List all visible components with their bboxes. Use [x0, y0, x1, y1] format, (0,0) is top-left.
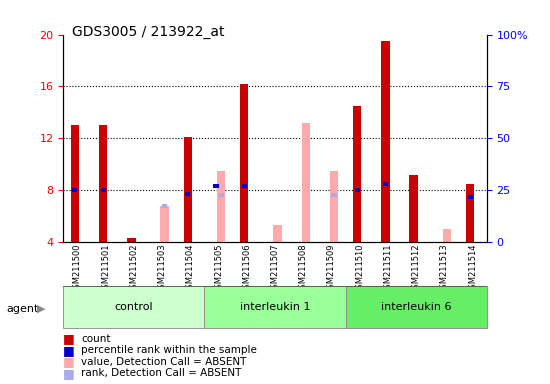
- Bar: [70, 125, 79, 242]
- Text: ■: ■: [63, 355, 75, 368]
- Text: rank, Detection Call = ABSENT: rank, Detection Call = ABSENT: [81, 368, 242, 378]
- Bar: [213, 184, 218, 188]
- Text: interleukin 1: interleukin 1: [240, 302, 310, 312]
- Bar: [99, 125, 107, 242]
- Bar: [218, 193, 224, 197]
- Bar: [63, 286, 205, 328]
- Text: GSM211514: GSM211514: [468, 243, 477, 294]
- Bar: [205, 286, 345, 328]
- Bar: [301, 123, 310, 242]
- Bar: [345, 286, 487, 328]
- Text: GSM211509: GSM211509: [327, 243, 336, 294]
- Bar: [468, 195, 472, 199]
- Bar: [240, 84, 249, 242]
- Text: count: count: [81, 334, 111, 344]
- Text: GSM211510: GSM211510: [355, 243, 364, 294]
- Bar: [353, 106, 361, 242]
- Text: ■: ■: [63, 367, 75, 380]
- Bar: [185, 192, 190, 196]
- Text: GSM211507: GSM211507: [271, 243, 279, 294]
- Text: GSM211506: GSM211506: [242, 243, 251, 294]
- Bar: [383, 182, 388, 185]
- Text: GSM211501: GSM211501: [101, 243, 110, 294]
- Text: ■: ■: [63, 332, 75, 345]
- Text: interleukin 6: interleukin 6: [381, 302, 452, 312]
- Text: ▶: ▶: [37, 304, 46, 314]
- Bar: [332, 193, 337, 197]
- Text: GSM211503: GSM211503: [157, 243, 167, 294]
- Bar: [330, 170, 338, 242]
- Bar: [273, 225, 282, 242]
- Text: agent: agent: [7, 304, 39, 314]
- Text: GSM211508: GSM211508: [299, 243, 308, 294]
- Text: GSM211505: GSM211505: [214, 243, 223, 294]
- Bar: [127, 238, 135, 242]
- Bar: [101, 188, 106, 192]
- Bar: [162, 204, 167, 208]
- Bar: [409, 175, 418, 242]
- Text: GSM211513: GSM211513: [440, 243, 449, 294]
- Text: GSM211504: GSM211504: [186, 243, 195, 294]
- Text: control: control: [114, 302, 153, 312]
- Text: value, Detection Call = ABSENT: value, Detection Call = ABSENT: [81, 357, 247, 367]
- Bar: [217, 170, 226, 242]
- Bar: [381, 41, 389, 242]
- Text: percentile rank within the sample: percentile rank within the sample: [81, 345, 257, 355]
- Bar: [241, 184, 247, 188]
- Bar: [184, 137, 192, 242]
- Text: GSM211502: GSM211502: [129, 243, 139, 294]
- Bar: [443, 229, 451, 242]
- Text: GDS3005 / 213922_at: GDS3005 / 213922_at: [72, 25, 224, 39]
- Bar: [466, 184, 474, 242]
- Bar: [72, 188, 78, 192]
- Text: ■: ■: [63, 344, 75, 357]
- Bar: [161, 206, 169, 242]
- Text: GSM211512: GSM211512: [411, 243, 421, 294]
- Text: GSM211500: GSM211500: [73, 243, 82, 294]
- Text: GSM211511: GSM211511: [383, 243, 393, 294]
- Bar: [355, 188, 360, 192]
